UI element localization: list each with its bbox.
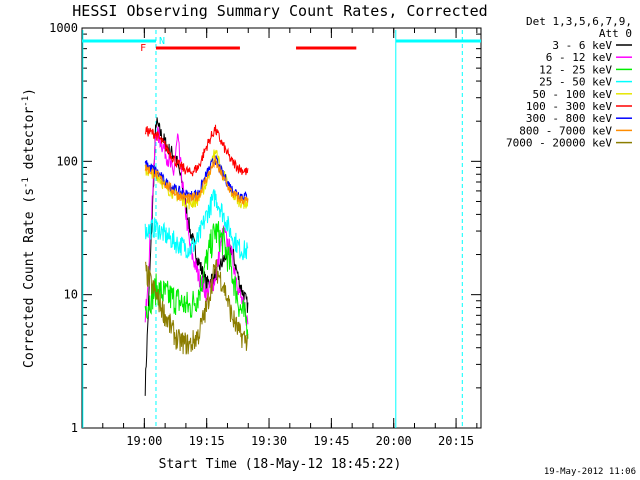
x-axis-label: Start Time (18-May-12 18:45:22): [159, 457, 402, 472]
series-line-2: [144, 221, 249, 339]
series-line-5: [144, 124, 249, 177]
plot-frame: [81, 27, 482, 429]
flag-bars: FN: [82, 36, 481, 54]
data-gap-markers: [82, 30, 463, 428]
legend-label-6: 300 - 800 keV: [526, 112, 612, 125]
flag-label-n: N: [159, 36, 165, 47]
legend-header-1: Det 1,3,5,6,7,9,: [526, 15, 632, 28]
series-line-7: [144, 156, 249, 205]
legend-label-3: 25 - 50 keV: [539, 76, 612, 89]
y-axis-label: Corrected Count Rate (s-1 detector-1): [21, 88, 37, 368]
legend-label-2: 12 - 25 keV: [539, 63, 612, 76]
series-line-3: [144, 189, 249, 261]
series-line-8: [145, 259, 249, 355]
x-tick-label: 19:45: [313, 434, 349, 448]
legend-label-5: 100 - 300 keV: [526, 100, 612, 113]
flag-label-f: F: [140, 43, 146, 54]
x-tick-label: 20:00: [376, 434, 412, 448]
legend-label-1: 6 - 12 keV: [546, 51, 613, 64]
x-tick-label: 19:15: [189, 434, 225, 448]
y-tick-label: 1000: [49, 21, 78, 35]
x-tick-label: 19:00: [126, 434, 162, 448]
y-tick-label: 10: [64, 288, 78, 302]
x-tick-label: 19:30: [251, 434, 287, 448]
plot-axes: 1 10 100 1000 19:00 19:15 19:30 19:45 20:00 20:15: [49, 21, 482, 448]
legend-label-7: 800 - 7000 keV: [519, 124, 612, 137]
legend-label-4: 50 - 100 keV: [533, 88, 613, 101]
legend-label-0: 3 - 6 keV: [552, 39, 612, 52]
y-tick-label: 100: [56, 154, 78, 168]
series-lines: [144, 117, 249, 396]
footer-date: 19-May-2012 11:06: [544, 467, 636, 477]
x-tick-label: 20:15: [438, 434, 474, 448]
legend-header-2: Att 0: [599, 27, 632, 40]
legend-label-8: 7000 - 20000 keV: [506, 137, 612, 150]
y-tick-label: 1: [71, 421, 78, 435]
chart-title: HESSI Observing Summary Count Rates, Cor…: [72, 2, 487, 20]
